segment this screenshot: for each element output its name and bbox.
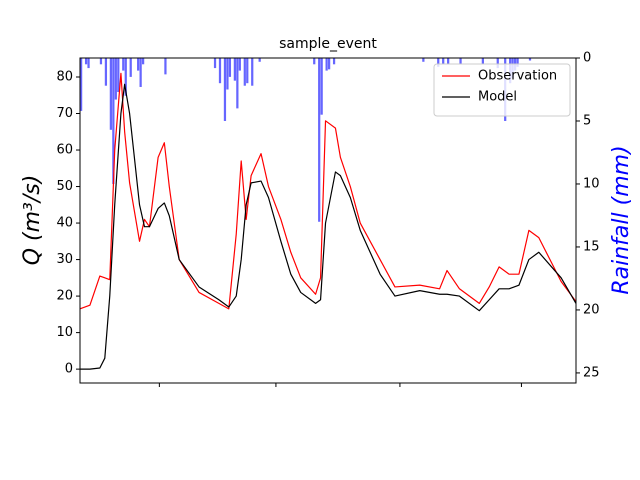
rainfall-bar [223,58,227,121]
y-tick-label: 40 [56,216,73,231]
rainfall-bar [238,58,241,71]
rainfall-bar [516,58,519,67]
rainfall-bar [80,58,83,111]
rainfall-bar [246,58,249,84]
legend-label: Model [478,90,517,105]
rainfall-bar [258,58,261,62]
rainfall-bar [233,58,236,81]
rainfall-bar [332,58,336,65]
legend-box [433,63,571,117]
rainfall-bar [112,58,115,184]
rainfall-bar [99,58,103,65]
rainfall-bar [122,58,125,71]
legend-label: Observation [478,69,557,84]
rainfall-bar [124,58,127,96]
rainfall-bar [139,58,142,87]
rainfall-bar [528,58,532,61]
rainfall-bar [313,58,316,65]
rainfall-bar [437,58,440,67]
rainfall-bar [129,58,132,77]
y2-tick-label: 15 [583,239,600,254]
rainfall-bar [104,58,108,86]
rainfall-bar [422,58,425,62]
series-line [80,83,577,370]
rainfall-bar [226,58,229,90]
y2-tick-label: 0 [583,51,591,66]
y-tick-label: 30 [56,252,73,267]
rainfall-bar [117,58,120,93]
rainfall-bar [114,58,117,100]
rainfall-bar [328,58,331,70]
y-tick-label: 50 [56,179,73,194]
rainfall-bar [137,58,140,71]
rainfall-bar [496,58,499,69]
y-tick-label: 10 [56,325,73,340]
y-tick-label: 20 [56,289,73,304]
rainfall-bar [218,58,222,84]
rainfall-bar [228,58,232,77]
y2-tick-label: 10 [583,176,600,191]
y2-tick-label: 25 [583,365,600,380]
rainfall-bar [213,58,217,69]
rainfall-bar [447,58,450,65]
rainfall-bar [142,58,145,65]
y-axis-label: Q (m³/s) [20,175,45,266]
rainfall-bar [243,58,246,86]
chart-title: sample_event [279,36,377,52]
rainfall-bar [459,58,462,65]
rainfall-bar [318,58,321,222]
series-line [79,72,577,310]
rainfall-bar [164,58,167,75]
rainfall-bar [109,58,112,130]
rainfall-bar [481,58,484,65]
rainfall-bar [325,58,328,71]
rainfall-bar [236,58,239,109]
y-tick-label: 60 [56,143,73,158]
y-tick-label: 80 [56,69,73,84]
rainfall-bar [251,58,254,86]
y-tick-label: 0 [65,362,73,377]
rainfall-bar [84,58,88,65]
axes-frame [79,57,577,384]
rainfall-bar [320,58,323,115]
y2-tick-label: 5 [583,113,591,128]
rainfall-bar [442,58,445,65]
y2-axis-label: Rainfall (mm) [609,145,634,294]
rainfall-bar [87,58,90,69]
y-tick-label: 70 [56,106,73,121]
y2-tick-label: 20 [583,302,600,317]
